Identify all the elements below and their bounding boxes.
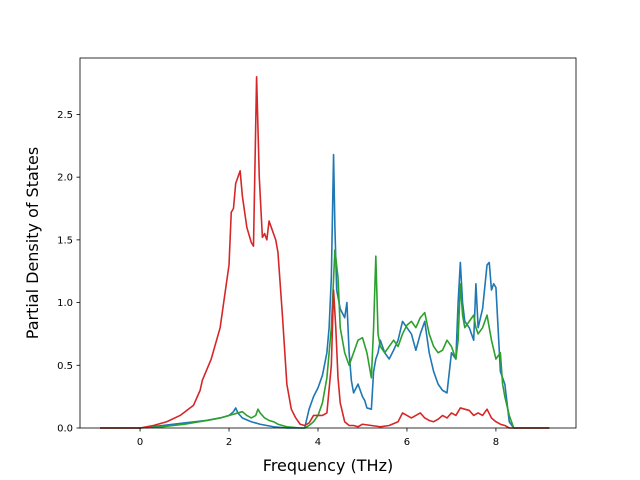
x-tick-label: 4 — [315, 437, 321, 448]
plot-frame — [79, 57, 577, 429]
y-tick-label: 0.5 — [57, 361, 73, 372]
x-tick-label: 6 — [404, 437, 410, 448]
y-tick-label: 0.0 — [57, 424, 73, 435]
series-line-1 — [100, 249, 550, 429]
series-1 — [100, 249, 550, 429]
y-tick-label: 2.0 — [57, 173, 73, 184]
x-tick-label: 2 — [226, 437, 232, 448]
x-axis-label: Frequency (THz) — [263, 456, 393, 475]
series-layer — [100, 76, 550, 429]
y-tick-label: 1.0 — [57, 298, 73, 309]
series-line-0 — [100, 153, 550, 429]
y-tick-label: 2.5 — [57, 110, 73, 121]
y-axis-label: Partial Density of States — [23, 147, 42, 339]
series-0 — [100, 153, 550, 429]
series-line-2 — [100, 76, 550, 429]
x-tick-label: 0 — [137, 437, 143, 448]
y-tick-label: 1.5 — [57, 235, 73, 246]
x-tick-label: 8 — [493, 437, 499, 448]
x-axis: 0 2 4 6 8 — [137, 428, 499, 448]
series-2 — [100, 76, 550, 429]
y-axis: 0.0 0.5 1.0 1.5 2.0 2.5 — [57, 110, 80, 435]
